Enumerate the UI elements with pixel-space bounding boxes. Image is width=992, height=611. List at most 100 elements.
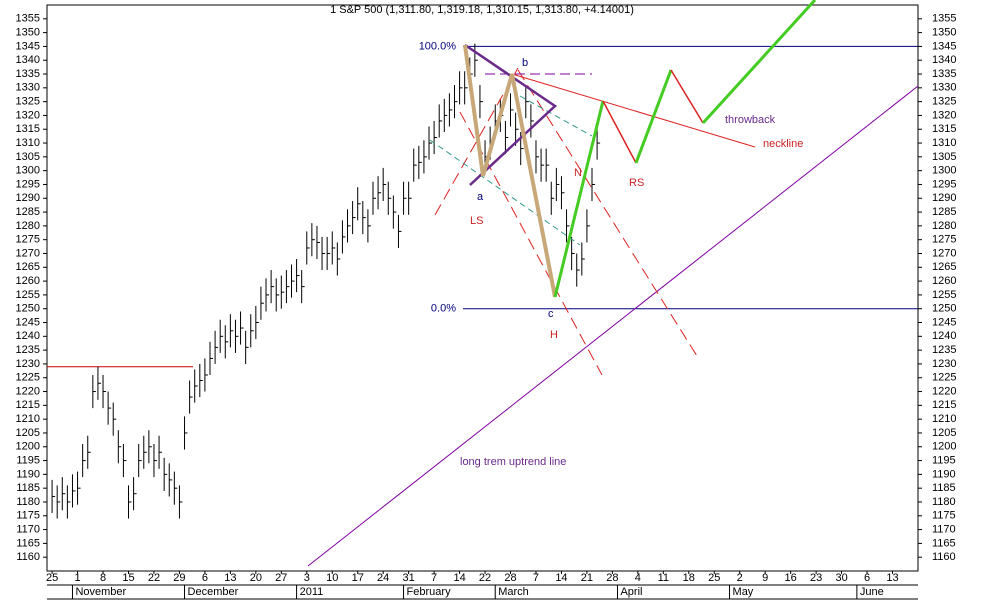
y-tick-label: 1230 bbox=[16, 358, 40, 370]
projection bbox=[602, 100, 637, 164]
x-tick-label: 6 bbox=[864, 572, 870, 584]
month-label: March bbox=[498, 586, 529, 598]
x-tick-label: 9 bbox=[762, 572, 768, 584]
x-tick-label: 31 bbox=[403, 572, 415, 584]
x-tick-label: 14 bbox=[555, 572, 567, 584]
x-tick-label: 1 bbox=[74, 572, 80, 584]
y-tick-label: 1355 bbox=[16, 13, 40, 25]
x-tick-label: 18 bbox=[683, 572, 695, 584]
x-tick-label: 22 bbox=[148, 572, 160, 584]
y-tick-label: 1260 bbox=[16, 275, 40, 287]
y-tick-label: 1185 bbox=[932, 482, 956, 494]
y-tick-label: 1220 bbox=[16, 385, 40, 397]
y-tick-label: 1225 bbox=[932, 372, 956, 384]
y-tick-label: 1295 bbox=[932, 178, 956, 190]
y-tick-label: 1245 bbox=[16, 316, 40, 328]
y-tick-label: 1220 bbox=[932, 385, 956, 397]
x-tick-label: 2 bbox=[737, 572, 743, 584]
channel-line bbox=[459, 111, 603, 376]
y-tick-label: 1175 bbox=[932, 510, 956, 522]
x-tick-label: 7 bbox=[431, 572, 437, 584]
y-tick-label: 1205 bbox=[16, 427, 40, 439]
y-tick-label: 1255 bbox=[932, 289, 956, 301]
x-tick-label: 11 bbox=[658, 572, 669, 584]
y-tick-label: 1340 bbox=[16, 54, 40, 66]
month-label: February bbox=[407, 586, 452, 598]
month-label: April bbox=[620, 586, 642, 598]
y-tick-label: 1325 bbox=[16, 96, 40, 108]
y-tick-label: 1160 bbox=[16, 551, 40, 563]
x-tick-label: 10 bbox=[326, 572, 338, 584]
channel-line bbox=[517, 69, 698, 357]
annotation: a bbox=[477, 191, 484, 203]
y-tick-label: 1260 bbox=[932, 275, 956, 287]
x-tick-label: 28 bbox=[504, 572, 516, 584]
uptrend-line bbox=[307, 85, 919, 567]
y-tick-label: 1305 bbox=[16, 151, 40, 163]
y-tick-label: 1335 bbox=[16, 68, 40, 80]
month-label: June bbox=[860, 586, 884, 598]
x-tick-label: 6 bbox=[202, 572, 208, 584]
fib-label: 100.0% bbox=[419, 40, 457, 52]
x-tick-label: 22 bbox=[479, 572, 491, 584]
y-tick-label: 1245 bbox=[932, 316, 956, 328]
y-tick-label: 1210 bbox=[16, 413, 40, 425]
y-tick-label: 1190 bbox=[932, 468, 956, 480]
pattern-line bbox=[464, 43, 558, 186]
y-tick-label: 1345 bbox=[932, 40, 956, 52]
y-tick-label: 1285 bbox=[932, 206, 956, 218]
x-tick-label: 21 bbox=[581, 572, 593, 584]
drawings bbox=[307, 0, 919, 567]
y-tick-label: 1320 bbox=[932, 109, 956, 121]
x-tick-label: 14 bbox=[453, 572, 465, 584]
x-tick-label: 23 bbox=[810, 572, 822, 584]
y-tick-label: 1215 bbox=[16, 399, 40, 411]
y-tick-label: 1195 bbox=[16, 454, 40, 466]
projection bbox=[553, 100, 605, 298]
dashed-line bbox=[429, 139, 581, 246]
projection bbox=[634, 69, 673, 164]
annotation: b bbox=[522, 57, 528, 69]
y-tick-label: 1255 bbox=[16, 289, 40, 301]
x-tick-label: 30 bbox=[835, 572, 847, 584]
month-label: 2011 bbox=[300, 586, 324, 598]
y-tick-label: 1185 bbox=[16, 482, 40, 494]
y-tick-label: 1325 bbox=[932, 96, 956, 108]
y-tick-label: 1330 bbox=[932, 82, 956, 94]
x-tick-label: 15 bbox=[122, 572, 134, 584]
y-tick-label: 1295 bbox=[16, 178, 40, 190]
annotation: LS bbox=[470, 215, 483, 227]
y-tick-label: 1170 bbox=[16, 523, 40, 535]
y-tick-label: 1290 bbox=[932, 192, 956, 204]
channel-line bbox=[434, 67, 519, 216]
month-label: December bbox=[188, 586, 239, 598]
x-tick-label: 4 bbox=[635, 572, 641, 584]
plot-frame bbox=[46, 4, 919, 572]
y-tick-label: 1165 bbox=[932, 537, 956, 549]
y-tick-label: 1300 bbox=[16, 165, 40, 177]
y-tick-label: 1280 bbox=[932, 220, 956, 232]
y-tick-label: 1275 bbox=[932, 234, 956, 246]
y-tick-label: 1320 bbox=[16, 109, 40, 121]
y-tick-label: 1240 bbox=[16, 330, 40, 342]
y-tick-label: 1270 bbox=[932, 247, 956, 259]
projection bbox=[701, 0, 817, 125]
y-tick-label: 1240 bbox=[932, 330, 956, 342]
y-tick-label: 1230 bbox=[932, 358, 956, 370]
y-tick-label: 1250 bbox=[16, 303, 40, 315]
x-tick-label: 28 bbox=[606, 572, 618, 584]
y-tick-label: 1160 bbox=[932, 551, 956, 563]
x-tick-label: 16 bbox=[785, 572, 797, 584]
y-tick-label: 1315 bbox=[932, 123, 956, 135]
annotation: H bbox=[550, 329, 558, 341]
annotation: throwback bbox=[725, 114, 776, 126]
x-tick-label: 13 bbox=[886, 572, 898, 584]
dashed-line bbox=[519, 95, 593, 137]
x-tick-label: 25 bbox=[708, 572, 720, 584]
x-tick-label: 25 bbox=[46, 572, 58, 584]
y-tick-label: 1195 bbox=[932, 454, 956, 466]
y-tick-label: 1170 bbox=[932, 523, 956, 535]
chart-title: 1 S&P 500 (1,311.80, 1,319.18, 1,310.15,… bbox=[330, 4, 634, 16]
y-tick-label: 1330 bbox=[16, 82, 40, 94]
